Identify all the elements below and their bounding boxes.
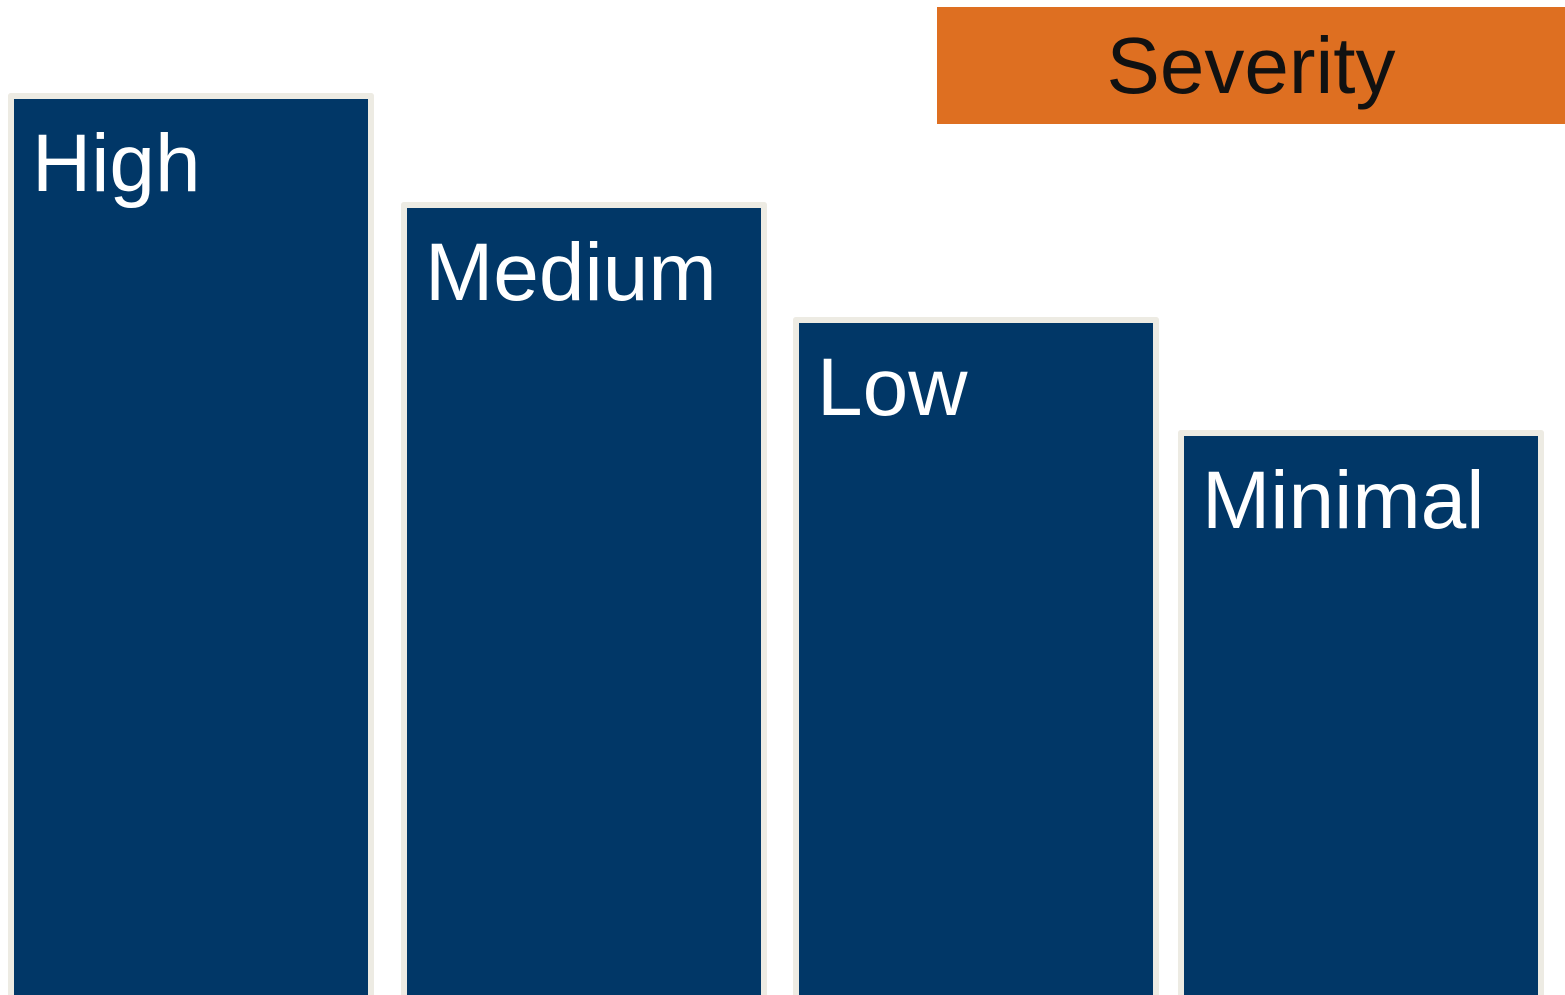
severity-label-minimal: Minimal	[1202, 455, 1485, 546]
severity-bar-low: Low	[793, 317, 1159, 995]
severity-label-medium: Medium	[425, 227, 717, 318]
severity-bar-high: High	[8, 93, 374, 995]
severity-bar-minimal: Minimal	[1178, 430, 1544, 995]
severity-title-box: Severity	[937, 7, 1565, 124]
severity-label-high: High	[32, 118, 201, 209]
severity-title: Severity	[1106, 20, 1396, 110]
severity-label-low: Low	[817, 342, 968, 433]
severity-bar-medium: Medium	[401, 202, 767, 995]
